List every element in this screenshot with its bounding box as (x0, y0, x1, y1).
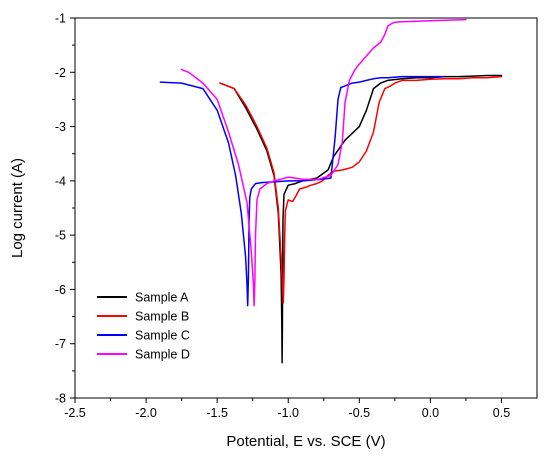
series-layer (159, 18, 503, 364)
series-line-sample-b (219, 75, 503, 304)
x-tick-label: 0.5 (493, 406, 510, 420)
x-tick-label: -0.5 (349, 406, 371, 420)
series-line-sample-a (219, 74, 503, 364)
y-tick-label: -5 (55, 229, 66, 243)
legend: Sample A Sample B Sample C Sample D (97, 291, 190, 362)
x-axis-title: Potential, E vs. SCE (V) (226, 433, 385, 450)
legend-label: Sample A (135, 291, 189, 305)
y-tick-label: -3 (55, 120, 66, 134)
y-axis-ticks: -1 -2 -3 -4 -5 -6 -7 -8 (55, 12, 75, 406)
y-tick-label: -4 (55, 174, 66, 188)
y-axis-title: Log current (A) (9, 158, 26, 258)
legend-item: Sample B (97, 310, 189, 324)
x-tick-label: -1.0 (277, 406, 299, 420)
y-tick-label: -7 (55, 337, 66, 351)
y-tick-label: -2 (55, 66, 66, 80)
x-tick-label: -2.5 (64, 406, 86, 420)
y-tick-label: -8 (55, 392, 66, 406)
legend-label: Sample B (135, 310, 189, 324)
x-tick-label: 0.0 (422, 406, 439, 420)
legend-item: Sample A (97, 291, 189, 305)
legend-label: Sample C (135, 329, 190, 343)
series-line-sample-d (180, 18, 467, 307)
legend-label: Sample D (135, 348, 190, 362)
y-tick-label: -6 (55, 283, 66, 297)
legend-item: Sample D (97, 348, 190, 362)
y-tick-label: -1 (55, 12, 66, 26)
legend-item: Sample C (97, 329, 190, 343)
x-axis-ticks: -2.5 -2.0 -1.5 -1.0 -0.5 0.0 0.5 (64, 398, 510, 420)
series-line-sample-c (159, 75, 446, 307)
x-tick-label: -2.0 (135, 406, 157, 420)
x-tick-label: -1.5 (206, 406, 228, 420)
